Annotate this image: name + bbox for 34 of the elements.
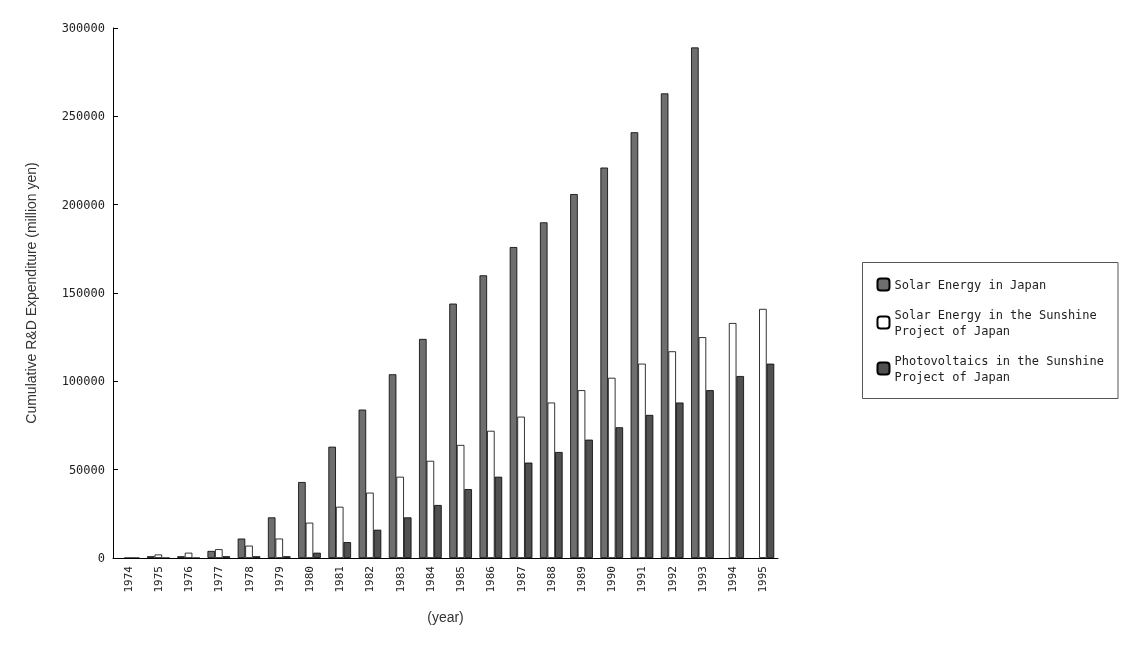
x-tick-label: 1990 — [605, 566, 619, 593]
x-tick-label: 1989 — [575, 566, 589, 593]
x-tick-label: 1979 — [272, 566, 286, 593]
x-tick-label: 1981 — [333, 566, 347, 593]
x-tick-label: 1974 — [121, 565, 135, 593]
x-tick-label: 1986 — [484, 566, 498, 593]
x-tick-label: 1991 — [635, 566, 649, 593]
x-tick-label: 1995 — [756, 566, 770, 593]
y-tick-label: 50000 — [68, 462, 105, 477]
x-tick-label: 1993 — [695, 566, 709, 593]
x-tick-label: 1975 — [151, 566, 165, 593]
y-axis-title: Cumulative R&D Expenditure (million yen) — [23, 162, 39, 424]
legend-label: Solar Energy in Japan — [894, 277, 1047, 292]
y-tick-label: 150000 — [61, 286, 105, 300]
x-tick-label: 1984 — [423, 565, 437, 593]
x-tick-label: 1994 — [726, 565, 740, 593]
y-tick-label: 300000 — [61, 21, 105, 35]
y-tick-label: 100000 — [61, 374, 105, 389]
x-tick-label: 1983 — [393, 566, 407, 593]
y-tick-label: 250000 — [61, 109, 105, 124]
x-tick-label: 1978 — [242, 566, 256, 593]
x-tick-label: 1988 — [544, 566, 558, 593]
x-tick-label: 1976 — [182, 566, 196, 593]
x-tick-label: 1992 — [665, 566, 679, 593]
legend-label: Photovoltaics in the Sunshine Project of Japan — [894, 353, 1104, 384]
x-tick-label: 1977 — [212, 566, 226, 593]
y-tick-label: 0 — [97, 551, 105, 565]
x-tick-label: 1980 — [302, 566, 316, 593]
x-axis-title: (year) — [427, 609, 464, 625]
legend-label: Solar Energy in the Sunshine Project of Japan — [894, 307, 1097, 338]
x-tick-label: 1987 — [514, 566, 528, 593]
y-tick-label: 200000 — [61, 197, 105, 212]
x-tick-label: 1985 — [454, 566, 468, 593]
x-tick-label: 1982 — [363, 566, 377, 593]
